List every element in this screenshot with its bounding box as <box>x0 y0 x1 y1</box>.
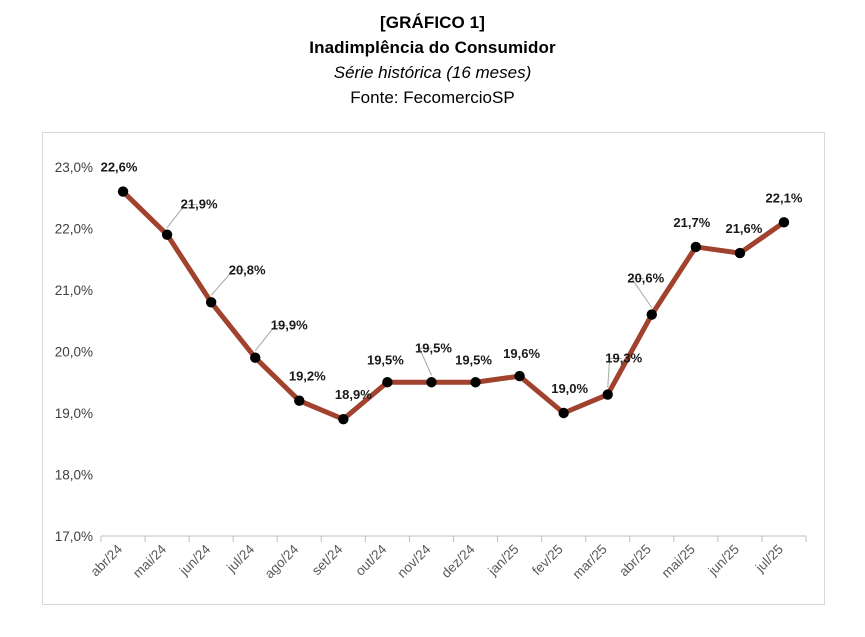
x-axis-tick-label: jun/24 <box>176 541 214 579</box>
data-point-label: 19,2% <box>289 369 326 384</box>
data-point-label: 19,0% <box>551 381 588 396</box>
x-axis-tick-label: mai/24 <box>130 541 170 581</box>
page-title: [GRÁFICO 1] <box>380 13 485 32</box>
data-point-label: 20,8% <box>229 262 266 277</box>
data-label-leader-line <box>254 325 288 351</box>
data-point-marker <box>558 407 569 419</box>
data-point-marker <box>426 377 437 388</box>
data-point-marker <box>117 186 129 197</box>
chart-title: Inadimplência do Consumidor <box>309 38 556 57</box>
data-point-label: 18,9% <box>335 387 372 402</box>
data-point-label: 20,6% <box>627 271 664 286</box>
data-point-marker <box>338 413 349 425</box>
data-point-marker <box>161 229 173 240</box>
data-point-marker <box>778 217 790 228</box>
x-axis-tick-label: fev/25 <box>529 542 566 579</box>
data-point-label: 21,7% <box>673 215 710 230</box>
data-point-marker <box>734 247 746 259</box>
data-point-label: 19,6% <box>503 346 540 361</box>
x-axis-tick-label: out/24 <box>352 541 389 578</box>
x-axis-tick-label: abr/24 <box>87 541 125 579</box>
data-point-label: 19,5% <box>455 352 492 367</box>
data-point-marker <box>646 309 657 320</box>
data-point-marker <box>205 297 217 308</box>
y-axis-tick-label: 21,0% <box>55 283 93 298</box>
line-chart: 23,0%22,0%21,0%20,0%19,0%18,0%17,0%abr/2… <box>55 160 807 582</box>
data-point-label: 22,1% <box>766 190 803 205</box>
data-label-leader-line <box>418 347 432 376</box>
chart-source: Fonte: FecomercioSP <box>350 88 515 107</box>
data-label-leader-line <box>210 269 246 296</box>
series-line <box>120 189 787 422</box>
y-axis-tick-label: 22,0% <box>55 222 93 237</box>
data-label-leader-line <box>607 358 622 388</box>
chart-subtitle: Série histórica (16 meses) <box>333 63 532 82</box>
data-point-marker <box>602 389 613 400</box>
x-axis-tick-label: mar/25 <box>570 542 610 582</box>
data-point-label: 22,6% <box>101 160 138 175</box>
data-point-label: 19,3% <box>605 351 642 366</box>
y-axis-tick-label: 19,0% <box>55 406 93 421</box>
x-axis-tick-label: abr/25 <box>616 542 654 580</box>
data-point-label: 21,9% <box>181 197 218 212</box>
y-axis-tick-label: 20,0% <box>55 345 93 360</box>
x-axis-tick-label: set/24 <box>309 541 346 578</box>
y-axis-tick-label: 23,0% <box>55 160 93 175</box>
y-axis-tick-label: 17,0% <box>55 529 93 544</box>
data-point-marker <box>250 352 261 363</box>
x-axis-tick-label: nov/24 <box>394 541 434 581</box>
x-axis-tick-label: mai/25 <box>659 542 698 581</box>
data-point-marker <box>690 241 702 253</box>
data-point-label: 19,5% <box>367 352 404 367</box>
x-axis-tick-label: dez/24 <box>438 541 478 581</box>
data-point-marker <box>294 395 305 406</box>
x-axis-tick-label: ago/24 <box>262 541 302 581</box>
data-label-leader-line <box>630 278 653 308</box>
x-axis-tick-label: jul/24 <box>223 541 257 575</box>
x-axis-tick-label: jan/25 <box>484 542 521 579</box>
data-point-marker <box>470 377 481 388</box>
x-axis-tick-label: jun/25 <box>705 542 742 579</box>
y-axis-tick-label: 18,0% <box>55 468 93 483</box>
data-point-marker <box>514 370 525 382</box>
chart-title-block: [GRÁFICO 1] Inadimplência do Consumidor … <box>0 0 865 110</box>
data-point-label: 19,5% <box>415 340 452 355</box>
chart-container: 23,0% 22,0% 21,0% 20,0% 19,0% 18,0% 17,0% abr/2… <box>42 132 825 605</box>
data-point-label: 19,9% <box>271 318 308 333</box>
x-axis-tick-label: jul/25 <box>752 542 786 576</box>
data-point-marker <box>382 377 393 388</box>
data-point-label: 21,6% <box>725 221 762 236</box>
data-label-leader-line <box>166 204 198 228</box>
